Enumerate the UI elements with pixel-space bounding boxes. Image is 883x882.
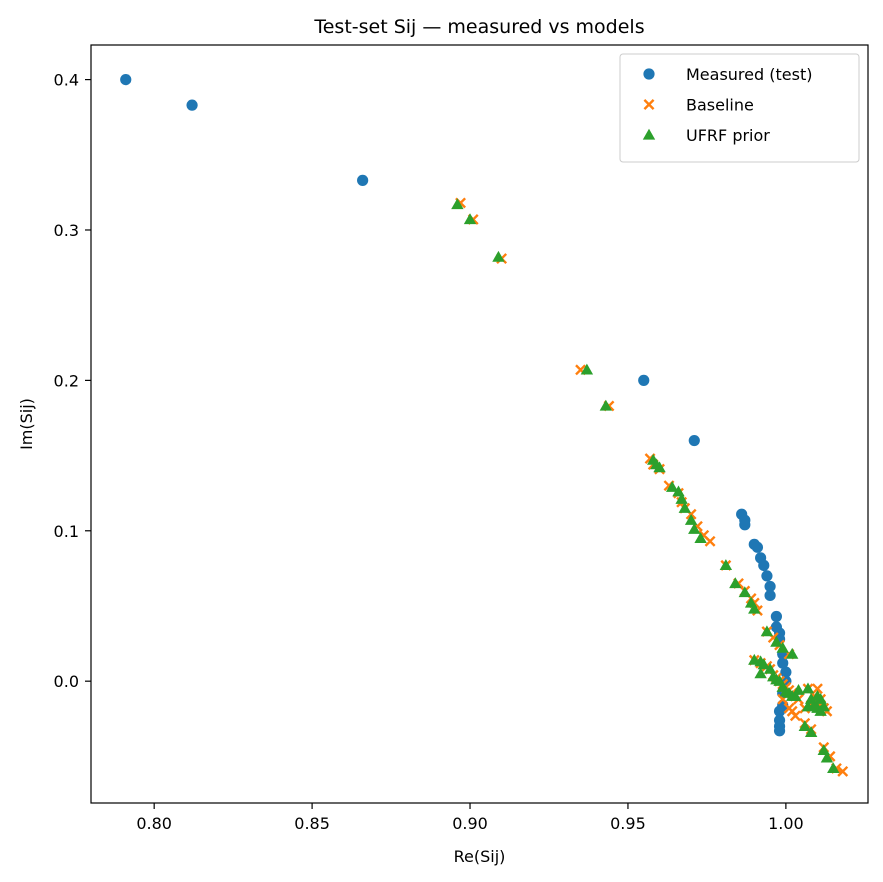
data-point — [738, 586, 752, 598]
data-point — [801, 682, 815, 694]
legend-label: Baseline — [686, 96, 754, 115]
series-1 — [120, 73, 792, 737]
data-point — [463, 213, 477, 225]
legend-entry: Measured (test) — [643, 65, 812, 84]
legend-marker — [643, 68, 655, 80]
y-axis-label: Im(Sij) — [17, 398, 36, 450]
data-point — [817, 700, 830, 712]
data-point — [777, 657, 789, 669]
data-point — [653, 461, 666, 473]
data-point — [760, 625, 774, 637]
data-point — [785, 647, 799, 659]
x-axis-label: Re(Sij) — [454, 847, 506, 866]
data-point — [804, 726, 818, 737]
data-point — [638, 374, 650, 386]
legend-entry: UFRF prior — [642, 126, 770, 145]
legend-box — [619, 53, 860, 163]
data-marks — [120, 73, 849, 777]
data-point — [688, 523, 701, 534]
data-point — [764, 580, 776, 593]
legend-marker — [643, 99, 655, 110]
y-tick-label: 0.0 — [54, 672, 79, 691]
x-tick-label: 0.95 — [610, 814, 646, 833]
x-tick-label: 1.00 — [768, 814, 804, 833]
series-3 — [451, 198, 840, 774]
data-point — [739, 519, 751, 531]
data-point — [798, 720, 812, 731]
data-point — [357, 174, 369, 186]
y-tick-label: 0.1 — [54, 522, 79, 541]
data-point — [678, 502, 692, 513]
data-point — [789, 710, 801, 722]
data-point — [120, 73, 132, 86]
legend-marker — [642, 128, 656, 140]
data-point — [719, 559, 733, 571]
data-point — [748, 602, 761, 614]
data-point — [761, 570, 773, 582]
data-point — [811, 690, 824, 701]
y-tick-label: 0.2 — [54, 371, 79, 390]
data-point — [780, 666, 792, 678]
data-point — [792, 684, 805, 695]
x-tick-label: 0.90 — [452, 814, 488, 833]
data-point — [599, 399, 613, 411]
data-point — [757, 658, 770, 670]
data-point — [837, 765, 849, 777]
x-axis-ticks: 0.80 0.85 0.90 0.95 1.00 — [136, 803, 804, 833]
legend-entry: Baseline — [643, 96, 754, 115]
data-point — [820, 751, 834, 763]
plot-frame — [90, 44, 869, 804]
data-point — [773, 705, 786, 717]
data-point — [751, 541, 764, 553]
data-point — [729, 577, 742, 589]
data-point — [704, 535, 716, 547]
data-point — [758, 559, 770, 571]
y-axis-ticks: 0.0 0.1 0.2 0.3 0.4 — [54, 71, 91, 691]
legend: Measured (test) Baseline UFRF prior — [619, 53, 860, 163]
legend-label: Measured (test) — [686, 65, 812, 84]
data-point — [580, 363, 594, 375]
data-point — [770, 635, 783, 647]
data-point — [789, 690, 802, 701]
x-tick-label: 0.85 — [294, 814, 330, 833]
data-point — [675, 492, 688, 504]
data-point — [688, 434, 700, 447]
data-point — [694, 532, 707, 543]
data-point — [684, 514, 698, 525]
data-point — [764, 589, 776, 602]
y-tick-label: 0.3 — [54, 221, 79, 240]
chart-title: Test-set Sij — measured vs models — [313, 16, 644, 38]
data-point — [665, 480, 679, 492]
data-point — [801, 700, 815, 712]
data-point — [754, 667, 767, 679]
y-tick-label: 0.4 — [54, 71, 79, 90]
data-point — [186, 99, 198, 111]
data-point — [812, 683, 823, 695]
legend-label: UFRF prior — [686, 126, 770, 145]
x-tick-label: 0.80 — [136, 814, 172, 833]
data-point — [773, 725, 786, 737]
data-point — [770, 610, 783, 623]
data-point — [451, 198, 464, 210]
data-point — [827, 762, 840, 774]
data-point — [492, 250, 505, 262]
data-point — [776, 641, 789, 653]
